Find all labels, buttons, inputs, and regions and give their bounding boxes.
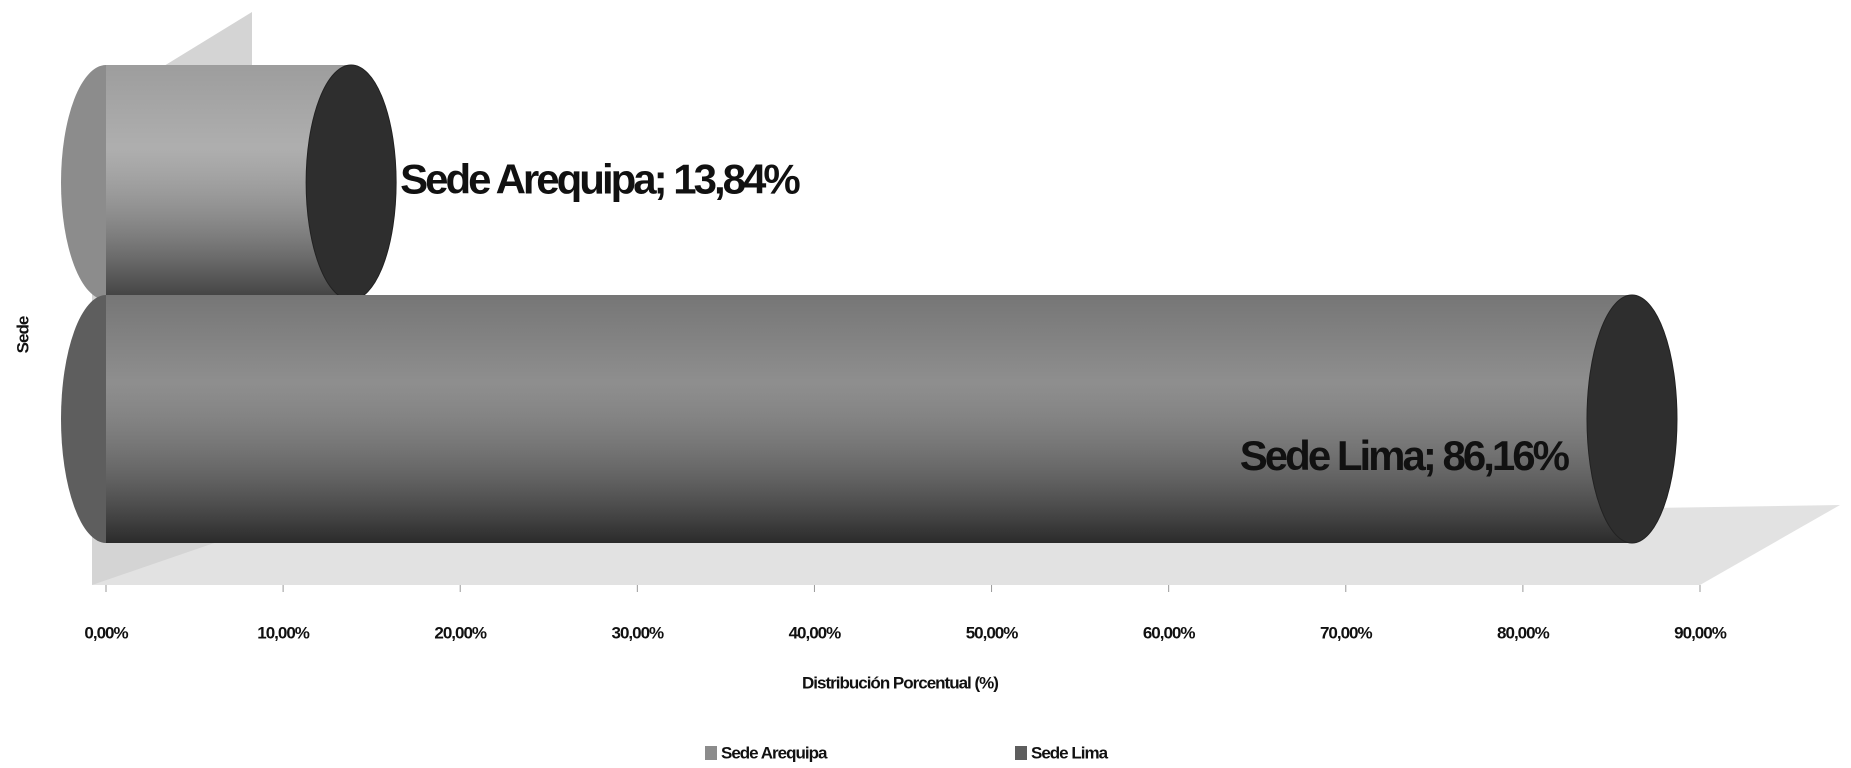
x-tick-label: 80,00% [1497, 623, 1550, 642]
x-tick-label: 10,00% [257, 623, 310, 642]
legend-label: Sede Arequipa [721, 743, 828, 762]
data-label: Sede Arequipa; 13,84% [400, 156, 800, 203]
legend-swatch [705, 746, 717, 760]
legend-label: Sede Lima [1031, 743, 1109, 762]
x-tick-label: 20,00% [434, 623, 487, 642]
bar-cap [305, 64, 397, 301]
x-axis-title: Distribución Porcentual (%) [802, 673, 998, 692]
bar-shade [106, 295, 1632, 543]
x-tick-label: 50,00% [966, 623, 1019, 642]
x-tick-label: 70,00% [1320, 623, 1373, 642]
x-tick-label: 60,00% [1143, 623, 1196, 642]
x-tick-label: 90,00% [1674, 623, 1727, 642]
y-axis-title: Sede [13, 316, 32, 353]
legend-swatch [1015, 746, 1027, 760]
data-label: Sede Lima; 86,16% [1240, 432, 1570, 479]
x-tick-label: 0,00% [84, 623, 128, 642]
x-tick-label: 30,00% [611, 623, 664, 642]
bar-cap [1586, 294, 1678, 544]
x-tick-label: 40,00% [789, 623, 842, 642]
